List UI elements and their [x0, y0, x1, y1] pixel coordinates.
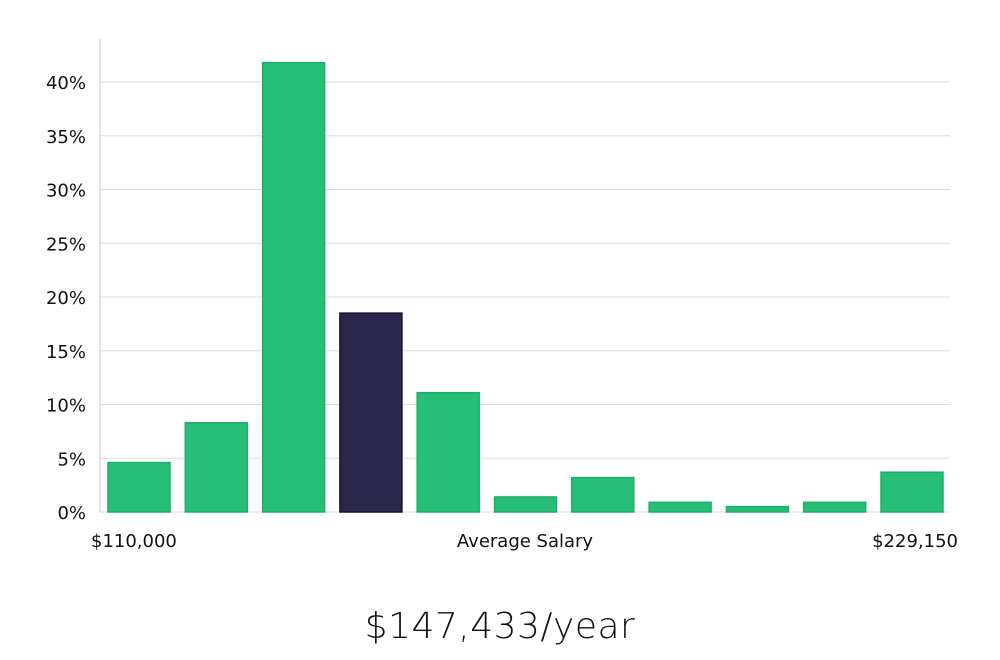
salary-histogram: 0% 5% 10% 15% 20% 25% 30% 35% 40% $110,000 Avera… [46, 39, 958, 552]
bar-highlighted [339, 312, 403, 513]
y-tick-label: 10% [46, 396, 86, 417]
y-tick-label: 15% [46, 342, 86, 363]
bar [880, 471, 944, 513]
bar [571, 476, 635, 513]
y-tick-label: 40% [46, 73, 86, 94]
y-tick-labels: 0% 5% 10% 15% 20% 25% 30% 35% 40% [46, 73, 86, 524]
grid-lines [100, 81, 950, 459]
y-tick-label: 5% [57, 449, 86, 470]
bar [493, 496, 558, 513]
bar [261, 61, 326, 513]
x-max-label: $229,150 [872, 531, 958, 552]
bar [802, 501, 867, 513]
average-salary: $147,433/year [364, 606, 636, 647]
x-axis-title: Average Salary [457, 531, 594, 552]
y-tick-label: 30% [46, 181, 86, 202]
bars [107, 61, 944, 513]
y-tick-label: 25% [46, 234, 86, 255]
bar [184, 422, 249, 513]
bar [648, 501, 712, 513]
y-tick-label: 0% [57, 503, 86, 524]
x-min-label: $110,000 [91, 531, 177, 552]
bar [107, 461, 171, 513]
bar [725, 505, 790, 513]
y-tick-label: 20% [46, 288, 86, 309]
y-tick-label: 35% [46, 127, 86, 148]
bar [416, 391, 480, 513]
